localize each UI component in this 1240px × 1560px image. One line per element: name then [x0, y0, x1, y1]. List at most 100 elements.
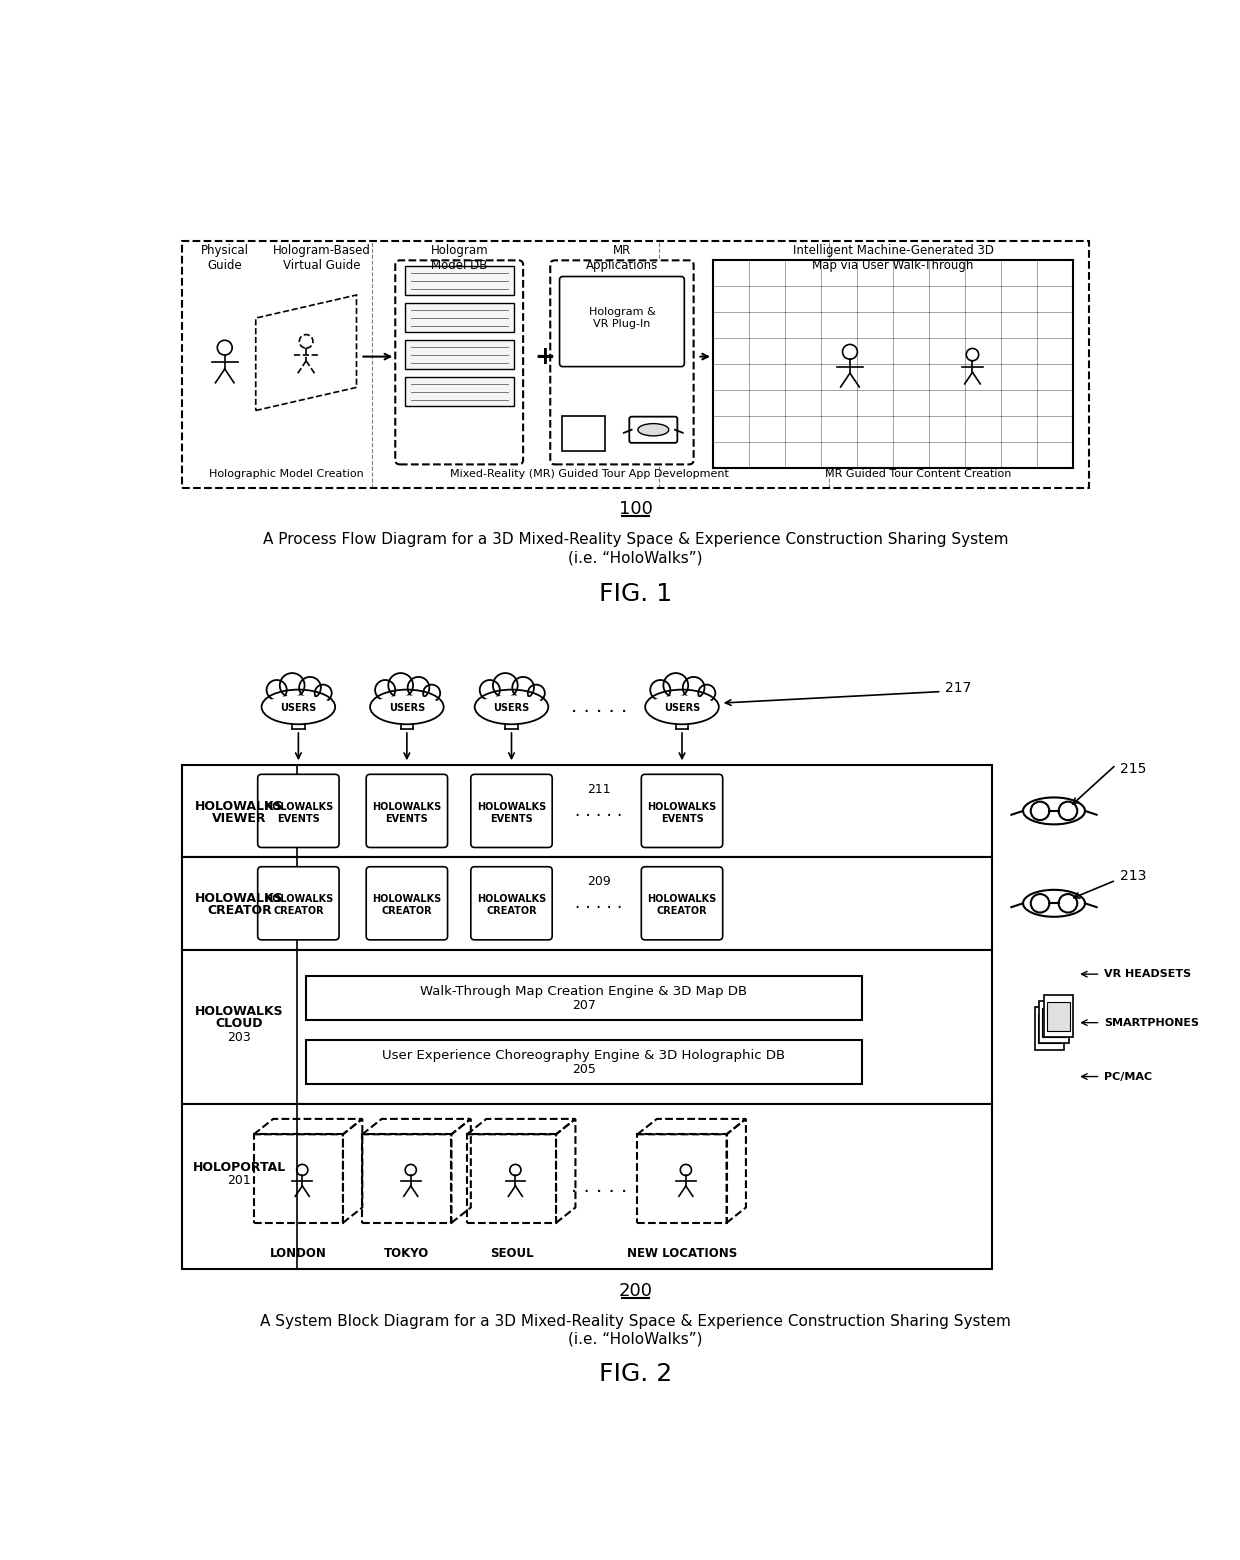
- FancyBboxPatch shape: [629, 417, 677, 443]
- Ellipse shape: [647, 696, 717, 719]
- FancyBboxPatch shape: [641, 774, 723, 847]
- Text: USERS: USERS: [494, 704, 529, 713]
- Text: Walk-Through Map Creation Engine & 3D Map DB: Walk-Through Map Creation Engine & 3D Ma…: [420, 986, 748, 998]
- Bar: [1034, 1008, 1064, 1050]
- Text: 200: 200: [619, 1282, 652, 1299]
- Ellipse shape: [263, 696, 334, 719]
- Bar: [404, 265, 513, 295]
- Text: 100: 100: [619, 501, 652, 518]
- Text: . . . . .: . . . . .: [575, 802, 622, 821]
- FancyBboxPatch shape: [366, 867, 448, 939]
- Bar: [713, 261, 1074, 468]
- Text: CREATOR: CREATOR: [382, 906, 433, 916]
- Text: Mixed-Reality (MR) Guided Tour App Development: Mixed-Reality (MR) Guided Tour App Devel…: [450, 468, 728, 479]
- Bar: [182, 856, 992, 950]
- FancyBboxPatch shape: [551, 261, 693, 465]
- Text: HOLOWALKS: HOLOWALKS: [195, 892, 284, 905]
- Text: CREATOR: CREATOR: [273, 906, 324, 916]
- Ellipse shape: [1023, 889, 1085, 917]
- Ellipse shape: [1023, 797, 1085, 824]
- Text: VIEWER: VIEWER: [212, 813, 267, 825]
- Ellipse shape: [262, 690, 335, 724]
- FancyBboxPatch shape: [559, 276, 684, 367]
- Text: HOLOWALKS: HOLOWALKS: [372, 894, 441, 905]
- Text: A Process Flow Diagram for a 3D Mixed-Reality Space & Experience Construction Sh: A Process Flow Diagram for a 3D Mixed-Re…: [263, 532, 1008, 548]
- Text: HOLOWALKS: HOLOWALKS: [195, 800, 284, 813]
- Text: +: +: [534, 345, 556, 368]
- Bar: [182, 950, 992, 1103]
- Text: 215: 215: [1120, 761, 1146, 775]
- Bar: [1047, 1002, 1070, 1031]
- Text: EVENTS: EVENTS: [490, 814, 533, 824]
- Text: 207: 207: [572, 1000, 596, 1012]
- FancyBboxPatch shape: [471, 867, 552, 939]
- Text: HOLOWALKS: HOLOWALKS: [195, 1005, 284, 1017]
- Text: VR HEADSETS: VR HEADSETS: [1105, 969, 1192, 980]
- Ellipse shape: [370, 690, 444, 724]
- Bar: [182, 242, 1089, 487]
- Text: (i.e. “HoloWalks”): (i.e. “HoloWalks”): [568, 1332, 703, 1346]
- Ellipse shape: [645, 690, 719, 724]
- Text: HOLOWALKS: HOLOWALKS: [647, 802, 717, 813]
- FancyBboxPatch shape: [641, 867, 723, 939]
- Bar: [562, 417, 605, 451]
- Text: HOLOPORTAL: HOLOPORTAL: [193, 1161, 286, 1173]
- Bar: [404, 303, 513, 332]
- Text: Hologram &
VR Plug-In: Hologram & VR Plug-In: [589, 307, 655, 329]
- Text: User Experience Choreography Engine & 3D Holographic DB: User Experience Choreography Engine & 3D…: [382, 1050, 785, 1062]
- Text: 205: 205: [572, 1062, 596, 1076]
- Text: CREATOR: CREATOR: [486, 906, 537, 916]
- Text: FIG. 1: FIG. 1: [599, 582, 672, 605]
- Text: PC/MAC: PC/MAC: [1105, 1072, 1152, 1081]
- Text: Holographic Model Creation: Holographic Model Creation: [210, 468, 365, 479]
- Text: HOLOWALKS: HOLOWALKS: [372, 802, 441, 813]
- Text: CREATOR: CREATOR: [657, 906, 707, 916]
- Text: LONDON: LONDON: [270, 1246, 327, 1260]
- Text: USERS: USERS: [389, 704, 425, 713]
- Text: CLOUD: CLOUD: [216, 1017, 263, 1030]
- Text: Hologram
Model DB: Hologram Model DB: [430, 243, 489, 271]
- Text: 213: 213: [1120, 869, 1146, 883]
- Bar: [1044, 995, 1074, 1037]
- Text: . . . . .: . . . . .: [575, 894, 622, 913]
- Text: . . . . .: . . . . .: [570, 697, 627, 716]
- FancyBboxPatch shape: [396, 261, 523, 465]
- Text: EVENTS: EVENTS: [277, 814, 320, 824]
- Bar: [1039, 1002, 1069, 1044]
- Ellipse shape: [475, 690, 548, 724]
- Bar: [404, 376, 513, 406]
- Bar: [182, 1103, 992, 1268]
- Bar: [1043, 1008, 1065, 1037]
- Bar: [1038, 1014, 1061, 1044]
- Ellipse shape: [476, 696, 547, 719]
- Text: (i.e. “HoloWalks”): (i.e. “HoloWalks”): [568, 551, 703, 565]
- Text: Physical
Guide: Physical Guide: [201, 243, 249, 271]
- Text: Intelligent Machine-Generated 3D
Map via User Walk-Through: Intelligent Machine-Generated 3D Map via…: [792, 243, 993, 271]
- Text: CREATOR: CREATOR: [207, 905, 272, 917]
- Text: . . . . .: . . . . .: [570, 1176, 627, 1197]
- Text: 209: 209: [588, 875, 611, 888]
- Text: HOLOWALKS: HOLOWALKS: [477, 802, 546, 813]
- Text: 217: 217: [945, 680, 972, 694]
- Text: HOLOWALKS: HOLOWALKS: [264, 802, 334, 813]
- Text: Hologram-Based
Virtual Guide: Hologram-Based Virtual Guide: [273, 243, 371, 271]
- FancyBboxPatch shape: [471, 774, 552, 847]
- FancyBboxPatch shape: [366, 774, 448, 847]
- Text: HOLOWALKS: HOLOWALKS: [264, 894, 334, 905]
- Text: 203: 203: [228, 1031, 252, 1044]
- Text: EVENTS: EVENTS: [386, 814, 428, 824]
- Text: HOLOWALKS: HOLOWALKS: [477, 894, 546, 905]
- Text: FIG. 2: FIG. 2: [599, 1362, 672, 1385]
- Bar: [306, 975, 862, 1020]
- Text: A System Block Diagram for a 3D Mixed-Reality Space & Experience Construction Sh: A System Block Diagram for a 3D Mixed-Re…: [260, 1314, 1011, 1329]
- Text: SMARTPHONES: SMARTPHONES: [1105, 1017, 1199, 1028]
- Bar: [182, 764, 992, 856]
- Ellipse shape: [637, 424, 668, 435]
- Bar: [404, 340, 513, 368]
- Text: MR Guided Tour Content Creation: MR Guided Tour Content Creation: [825, 468, 1012, 479]
- Text: USERS: USERS: [280, 704, 316, 713]
- Text: HOLOWALKS: HOLOWALKS: [647, 894, 717, 905]
- Text: USERS: USERS: [663, 704, 701, 713]
- Text: 201: 201: [228, 1173, 252, 1187]
- Bar: [306, 1039, 862, 1084]
